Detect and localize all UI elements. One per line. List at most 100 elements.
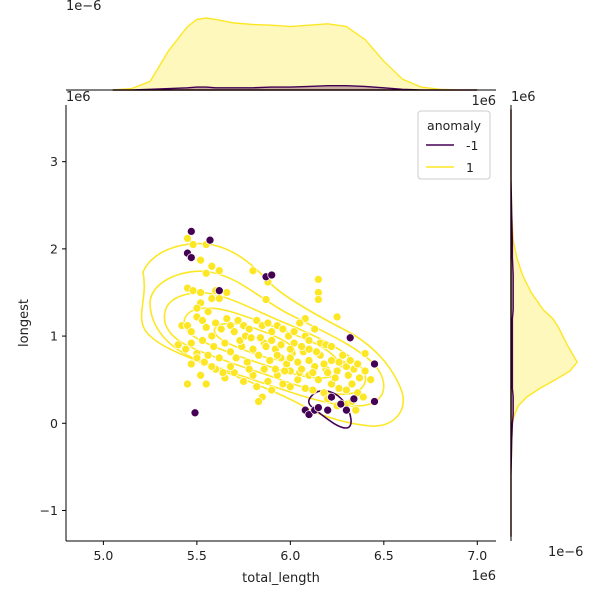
y-tick-label: −1 bbox=[40, 503, 58, 518]
scatter-point-anomaly bbox=[370, 397, 379, 406]
scatter-point-normal bbox=[226, 362, 235, 371]
scatter-point-normal bbox=[314, 275, 323, 284]
scatter-point-normal bbox=[261, 342, 271, 351]
scatter-point-normal bbox=[201, 379, 211, 389]
scatter-point-normal bbox=[323, 368, 333, 378]
scatter-point-anomaly bbox=[267, 270, 277, 280]
legend-label-neg1: -1 bbox=[466, 138, 478, 153]
scatter-point-normal bbox=[214, 353, 224, 363]
scatter-point-normal bbox=[181, 344, 191, 354]
scatter-point-normal bbox=[295, 318, 305, 328]
legend: anomaly -1 1 bbox=[417, 110, 491, 180]
scatter-point-normal bbox=[207, 294, 217, 303]
scatter-point-normal bbox=[222, 288, 232, 297]
scatter-point-normal bbox=[186, 338, 196, 348]
scatter-point-normal bbox=[285, 344, 295, 354]
scatter-point-normal bbox=[254, 397, 263, 406]
scatter-point-normal bbox=[229, 327, 239, 337]
top-marginal-offset-text: 1e−6 bbox=[66, 0, 101, 14]
scatter-point-anomaly bbox=[336, 399, 346, 409]
scatter-point-anomaly bbox=[304, 410, 314, 419]
scatter-point-normal bbox=[332, 312, 342, 322]
scatter-point-normal bbox=[196, 370, 205, 380]
scatter-point-normal bbox=[278, 379, 288, 389]
x-axis-label: total_length bbox=[242, 571, 320, 586]
scatter-point-normal bbox=[207, 362, 217, 371]
scatter-point-normal bbox=[278, 324, 288, 334]
scatter-point-normal bbox=[366, 375, 376, 385]
scatter-point-normal bbox=[334, 357, 344, 367]
scatter-point-normal bbox=[226, 347, 235, 357]
scatter-point-normal bbox=[186, 327, 196, 337]
scatter-point-normal bbox=[304, 336, 314, 345]
scatter-point-normal bbox=[188, 240, 198, 249]
scatter-point-normal bbox=[201, 268, 211, 278]
scatter-point-normal bbox=[265, 356, 275, 365]
scatter-point-normal bbox=[285, 382, 295, 392]
scatter-point-normal bbox=[351, 405, 361, 415]
scatter-point-normal bbox=[214, 266, 224, 276]
scatter-point-normal bbox=[231, 353, 241, 363]
scatter-point-normal bbox=[267, 327, 277, 337]
scatter-point-normal bbox=[293, 357, 303, 367]
scatter-point-normal bbox=[254, 350, 263, 360]
scatter-point-normal bbox=[183, 379, 192, 389]
right-marginal-top-offset-text: 1e6 bbox=[511, 90, 536, 105]
scatter-point-normal bbox=[244, 324, 254, 334]
scatter-point-anomaly bbox=[323, 405, 333, 415]
scatter-point-normal bbox=[353, 359, 363, 369]
scatter-point-anomaly bbox=[370, 359, 379, 369]
scatter-point-normal bbox=[304, 344, 314, 354]
y-axis-label: longest bbox=[17, 299, 32, 347]
scatter-point-anomaly bbox=[186, 227, 196, 236]
right-marginal: 1e6 1e−6 bbox=[510, 90, 583, 560]
scatter-point-normal bbox=[201, 323, 211, 332]
scatter-point-normal bbox=[342, 385, 351, 395]
scatter-point-normal bbox=[192, 303, 202, 313]
scatter-point-normal bbox=[280, 366, 290, 376]
scatter-point-normal bbox=[248, 344, 258, 354]
scatter-point-normal bbox=[297, 364, 306, 374]
scatter-point-normal bbox=[297, 342, 306, 351]
right-marginal-bottom-offset-text: 1e−6 bbox=[548, 545, 583, 560]
scatter-point-anomaly bbox=[214, 286, 224, 296]
scatter-point-normal bbox=[256, 333, 265, 343]
y-ticks: −1 0 1 2 3 bbox=[40, 154, 66, 518]
scatter-point-normal bbox=[216, 324, 226, 334]
scatter-point-normal bbox=[209, 342, 219, 351]
scatter-point-normal bbox=[267, 385, 277, 395]
scatter-point-normal bbox=[207, 261, 217, 271]
scatter-point-normal bbox=[218, 368, 228, 378]
scatter-point-normal bbox=[248, 266, 258, 276]
x-tick-label: 7.0 bbox=[467, 548, 487, 563]
scatter-point-normal bbox=[345, 356, 355, 365]
top-marginal: 1e−6 1e6 bbox=[66, 0, 496, 109]
scatter-points bbox=[173, 227, 379, 419]
scatter-point-anomaly bbox=[345, 333, 355, 343]
scatter-point-normal bbox=[220, 338, 230, 348]
scatter-point-normal bbox=[338, 350, 348, 360]
scatter-point-normal bbox=[246, 333, 256, 343]
scatter-point-anomaly bbox=[327, 392, 336, 402]
scatter-point-normal bbox=[263, 377, 273, 386]
right-density-class-1 bbox=[510, 109, 579, 537]
scatter-point-normal bbox=[188, 286, 198, 296]
x-tick-label: 5.5 bbox=[187, 548, 207, 563]
scatter-point-normal bbox=[198, 316, 207, 325]
x-ticks: 5.0 5.5 6.0 6.5 7.0 bbox=[93, 541, 487, 563]
scatter-point-normal bbox=[347, 379, 357, 389]
scatter-point-normal bbox=[360, 349, 370, 358]
scatter-point-normal bbox=[310, 324, 320, 334]
scatter-point-normal bbox=[186, 359, 196, 369]
x-axis-offset-text: 1e6 bbox=[471, 569, 496, 584]
scatter-point-normal bbox=[263, 318, 273, 328]
y-tick-label: 1 bbox=[50, 329, 58, 344]
scatter-point-normal bbox=[358, 392, 368, 402]
scatter-point-normal bbox=[252, 316, 262, 325]
scatter-point-anomaly bbox=[186, 253, 196, 262]
scatter-point-normal bbox=[196, 255, 205, 265]
top-density-class-1 bbox=[112, 17, 478, 91]
scatter-point-normal bbox=[183, 234, 192, 243]
